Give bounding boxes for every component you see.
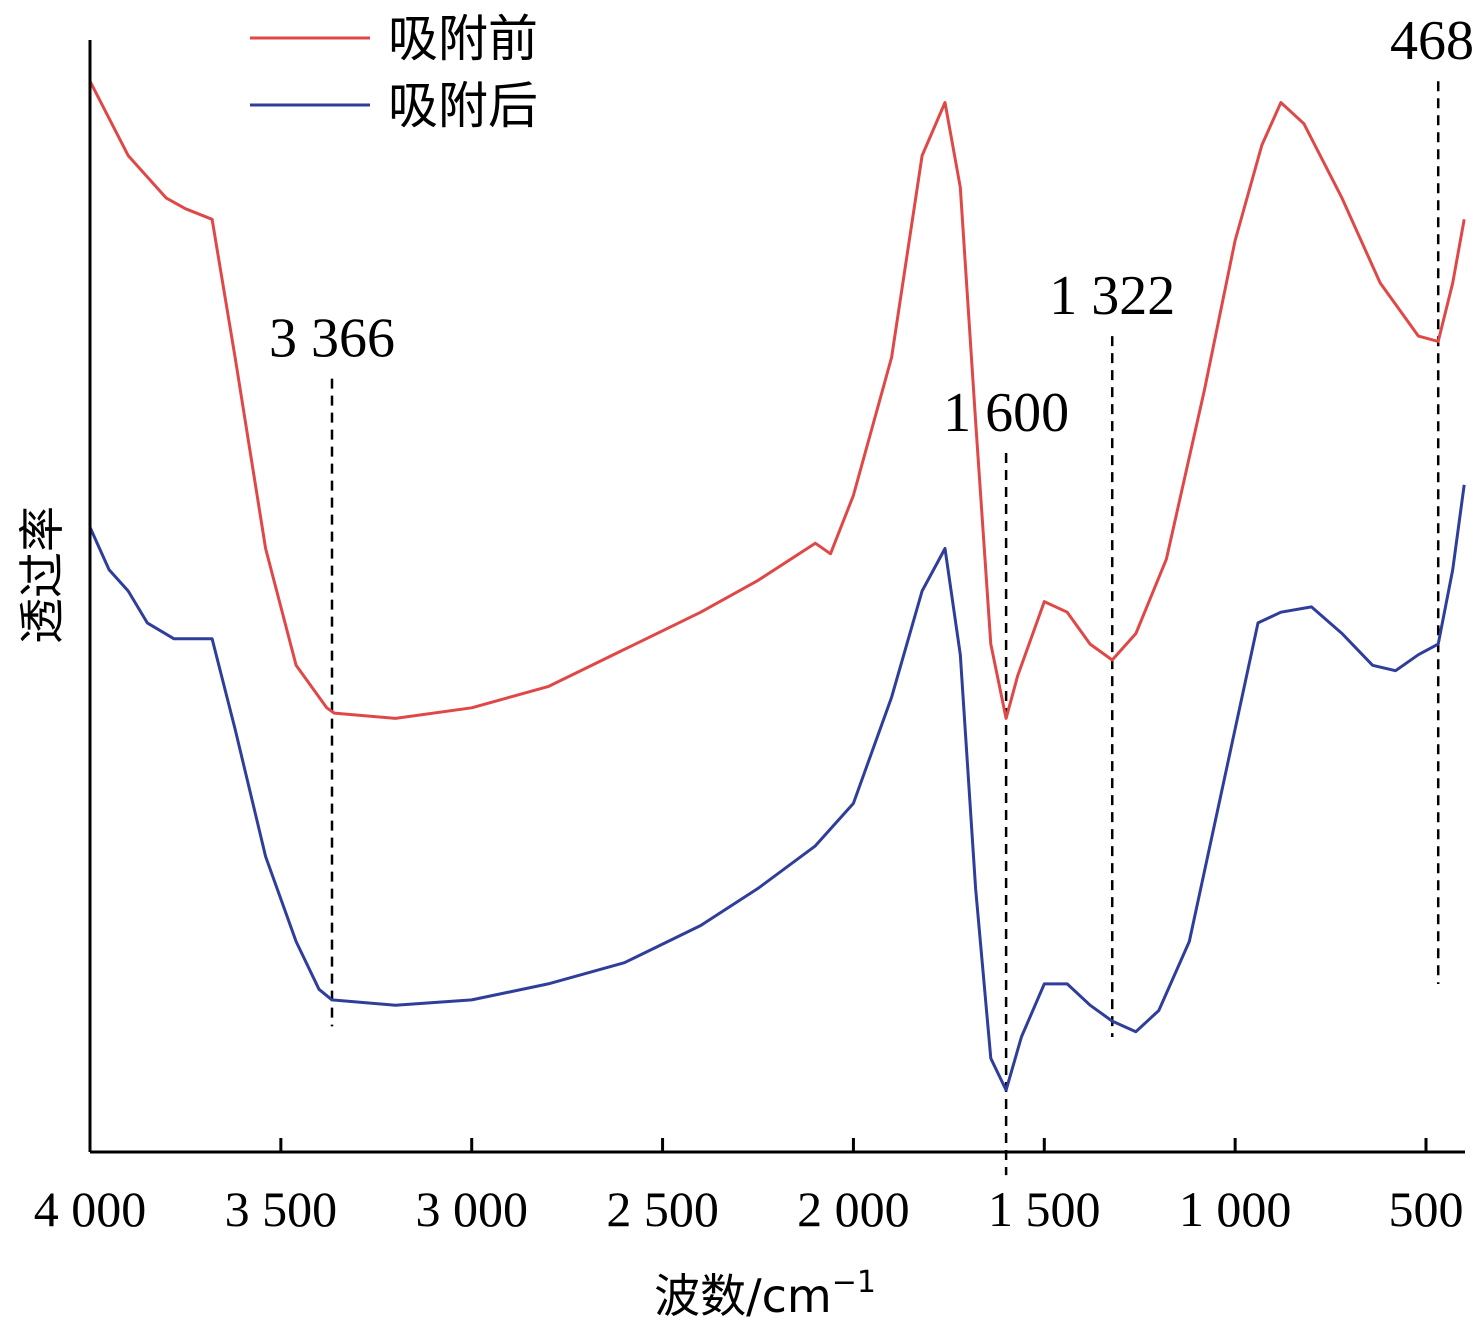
x-tick-label: 1 500	[988, 1181, 1101, 1237]
x-tick-label: 2 000	[797, 1181, 910, 1237]
x-tick-label: 3 500	[225, 1181, 338, 1237]
series-line-2	[88, 484, 1466, 1092]
legend-label: 吸附后	[388, 77, 538, 135]
x-tick-layer: 4 000 3 500 3 000 2 500 2 000 1 500 1 000 500	[34, 1138, 1464, 1237]
x-axis-title: 波数/cm−1	[654, 1265, 876, 1323]
x-tick-label: 500	[1389, 1181, 1464, 1237]
annotation-label: 3 366	[269, 308, 395, 370]
x-tick-label: 1 000	[1179, 1181, 1292, 1237]
annotation-label: 1 600	[943, 382, 1069, 444]
series-line-1	[88, 80, 1466, 720]
x-tick-label: 2 500	[606, 1181, 719, 1237]
x-axis-title-sup: −1	[832, 1265, 876, 1300]
annotation-label: 468	[1390, 10, 1474, 72]
x-tick-label: 4 000	[34, 1181, 147, 1237]
axis-layer	[88, 40, 1465, 1154]
annotation-layer: 3 366 1 600 1 322 468	[269, 10, 1474, 1176]
series-layer	[88, 80, 1466, 1092]
x-axis-title-text: 波数/cm	[654, 1269, 832, 1323]
legend-label: 吸附前	[388, 10, 538, 68]
y-axis-title: 透过率	[15, 506, 69, 644]
x-tick-label: 3 000	[415, 1181, 528, 1237]
annotation-label: 1 322	[1049, 265, 1175, 327]
